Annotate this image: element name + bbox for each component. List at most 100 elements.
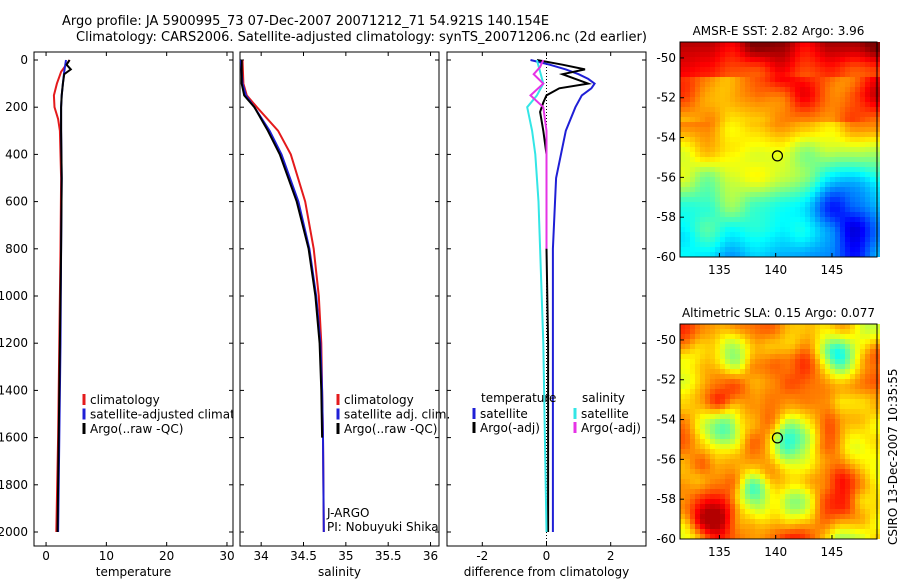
map-cell xyxy=(745,92,750,97)
map-cell xyxy=(855,227,860,232)
map-cell xyxy=(730,509,735,514)
map-cell xyxy=(785,237,790,242)
map-cell xyxy=(680,369,685,374)
map-cell xyxy=(820,127,825,132)
map-cell xyxy=(705,117,710,122)
map-cell xyxy=(685,242,690,247)
map-cell xyxy=(870,334,875,339)
map-cell xyxy=(870,122,875,127)
map-cell xyxy=(685,444,690,449)
map-cell xyxy=(850,207,855,212)
map-cell xyxy=(850,454,855,459)
map-cell xyxy=(840,232,845,237)
map-cell xyxy=(835,449,840,454)
map-cell xyxy=(805,509,810,514)
map-cell xyxy=(745,369,750,374)
map-cell xyxy=(850,67,855,72)
map-cell xyxy=(725,459,730,464)
map-cell xyxy=(810,429,815,434)
map-cell xyxy=(730,499,735,504)
map-cell xyxy=(760,47,765,52)
map-cell xyxy=(840,364,845,369)
map-cell xyxy=(850,217,855,222)
series-argo-raw-qc- xyxy=(240,60,324,438)
map-cell xyxy=(825,127,830,132)
map-cell xyxy=(710,162,715,167)
map-cell xyxy=(725,102,730,107)
map-cell xyxy=(860,167,865,172)
map-cell xyxy=(705,344,710,349)
map-cell xyxy=(805,449,810,454)
map-cell xyxy=(680,57,685,62)
map-cell xyxy=(690,177,695,182)
map-cell xyxy=(815,459,820,464)
map-cell xyxy=(755,394,760,399)
map-cell xyxy=(725,429,730,434)
map-cell xyxy=(745,324,750,329)
map-cell xyxy=(835,404,840,409)
map-cell xyxy=(800,324,805,329)
map-cell xyxy=(795,87,800,92)
map-cell xyxy=(750,212,755,217)
map-cell xyxy=(870,87,875,92)
map-cell xyxy=(710,67,715,72)
map-cell xyxy=(805,192,810,197)
map-cell xyxy=(765,82,770,87)
map-cell xyxy=(835,202,840,207)
map-cell xyxy=(705,474,710,479)
map-cell xyxy=(760,167,765,172)
map-cell xyxy=(720,232,725,237)
map-cell xyxy=(855,439,860,444)
map-cell xyxy=(820,192,825,197)
map-cell xyxy=(780,97,785,102)
map-cell xyxy=(745,394,750,399)
map-cell xyxy=(680,232,685,237)
map-cell xyxy=(835,484,840,489)
map-cell xyxy=(815,137,820,142)
map-cell xyxy=(855,454,860,459)
map-cell xyxy=(825,364,830,369)
map-cell xyxy=(825,489,830,494)
map-cell xyxy=(685,454,690,459)
map-cell xyxy=(725,489,730,494)
map-cell xyxy=(830,147,835,152)
map-cell xyxy=(780,524,785,529)
map-cell xyxy=(835,102,840,107)
map-cell xyxy=(780,187,785,192)
map-cell xyxy=(845,227,850,232)
map-cell xyxy=(855,157,860,162)
map-cell xyxy=(785,242,790,247)
map-cell xyxy=(845,524,850,529)
map-cell xyxy=(750,509,755,514)
map-cell xyxy=(695,67,700,72)
map-cell xyxy=(760,519,765,524)
map-cell xyxy=(730,514,735,519)
map-cell xyxy=(695,394,700,399)
map-cell xyxy=(830,132,835,137)
map-cell xyxy=(695,434,700,439)
map-cell xyxy=(715,374,720,379)
map-cell xyxy=(735,117,740,122)
map-cell xyxy=(770,324,775,329)
map-cell xyxy=(800,122,805,127)
map-cell xyxy=(740,147,745,152)
map-cell xyxy=(790,504,795,509)
map-cell xyxy=(750,77,755,82)
map-cell xyxy=(720,509,725,514)
map-cell xyxy=(735,232,740,237)
map-cell xyxy=(800,202,805,207)
map-cell xyxy=(740,117,745,122)
map-cell xyxy=(780,247,785,252)
map-cell xyxy=(850,147,855,152)
map-cell xyxy=(685,514,690,519)
map-cell xyxy=(710,87,715,92)
map-cell xyxy=(850,514,855,519)
map-cell xyxy=(780,57,785,62)
map-cell xyxy=(860,424,865,429)
map-cell xyxy=(720,379,725,384)
map-cell xyxy=(795,439,800,444)
x-tick-label: 145 xyxy=(821,263,844,277)
map-cell xyxy=(715,439,720,444)
map-cell xyxy=(840,429,845,434)
